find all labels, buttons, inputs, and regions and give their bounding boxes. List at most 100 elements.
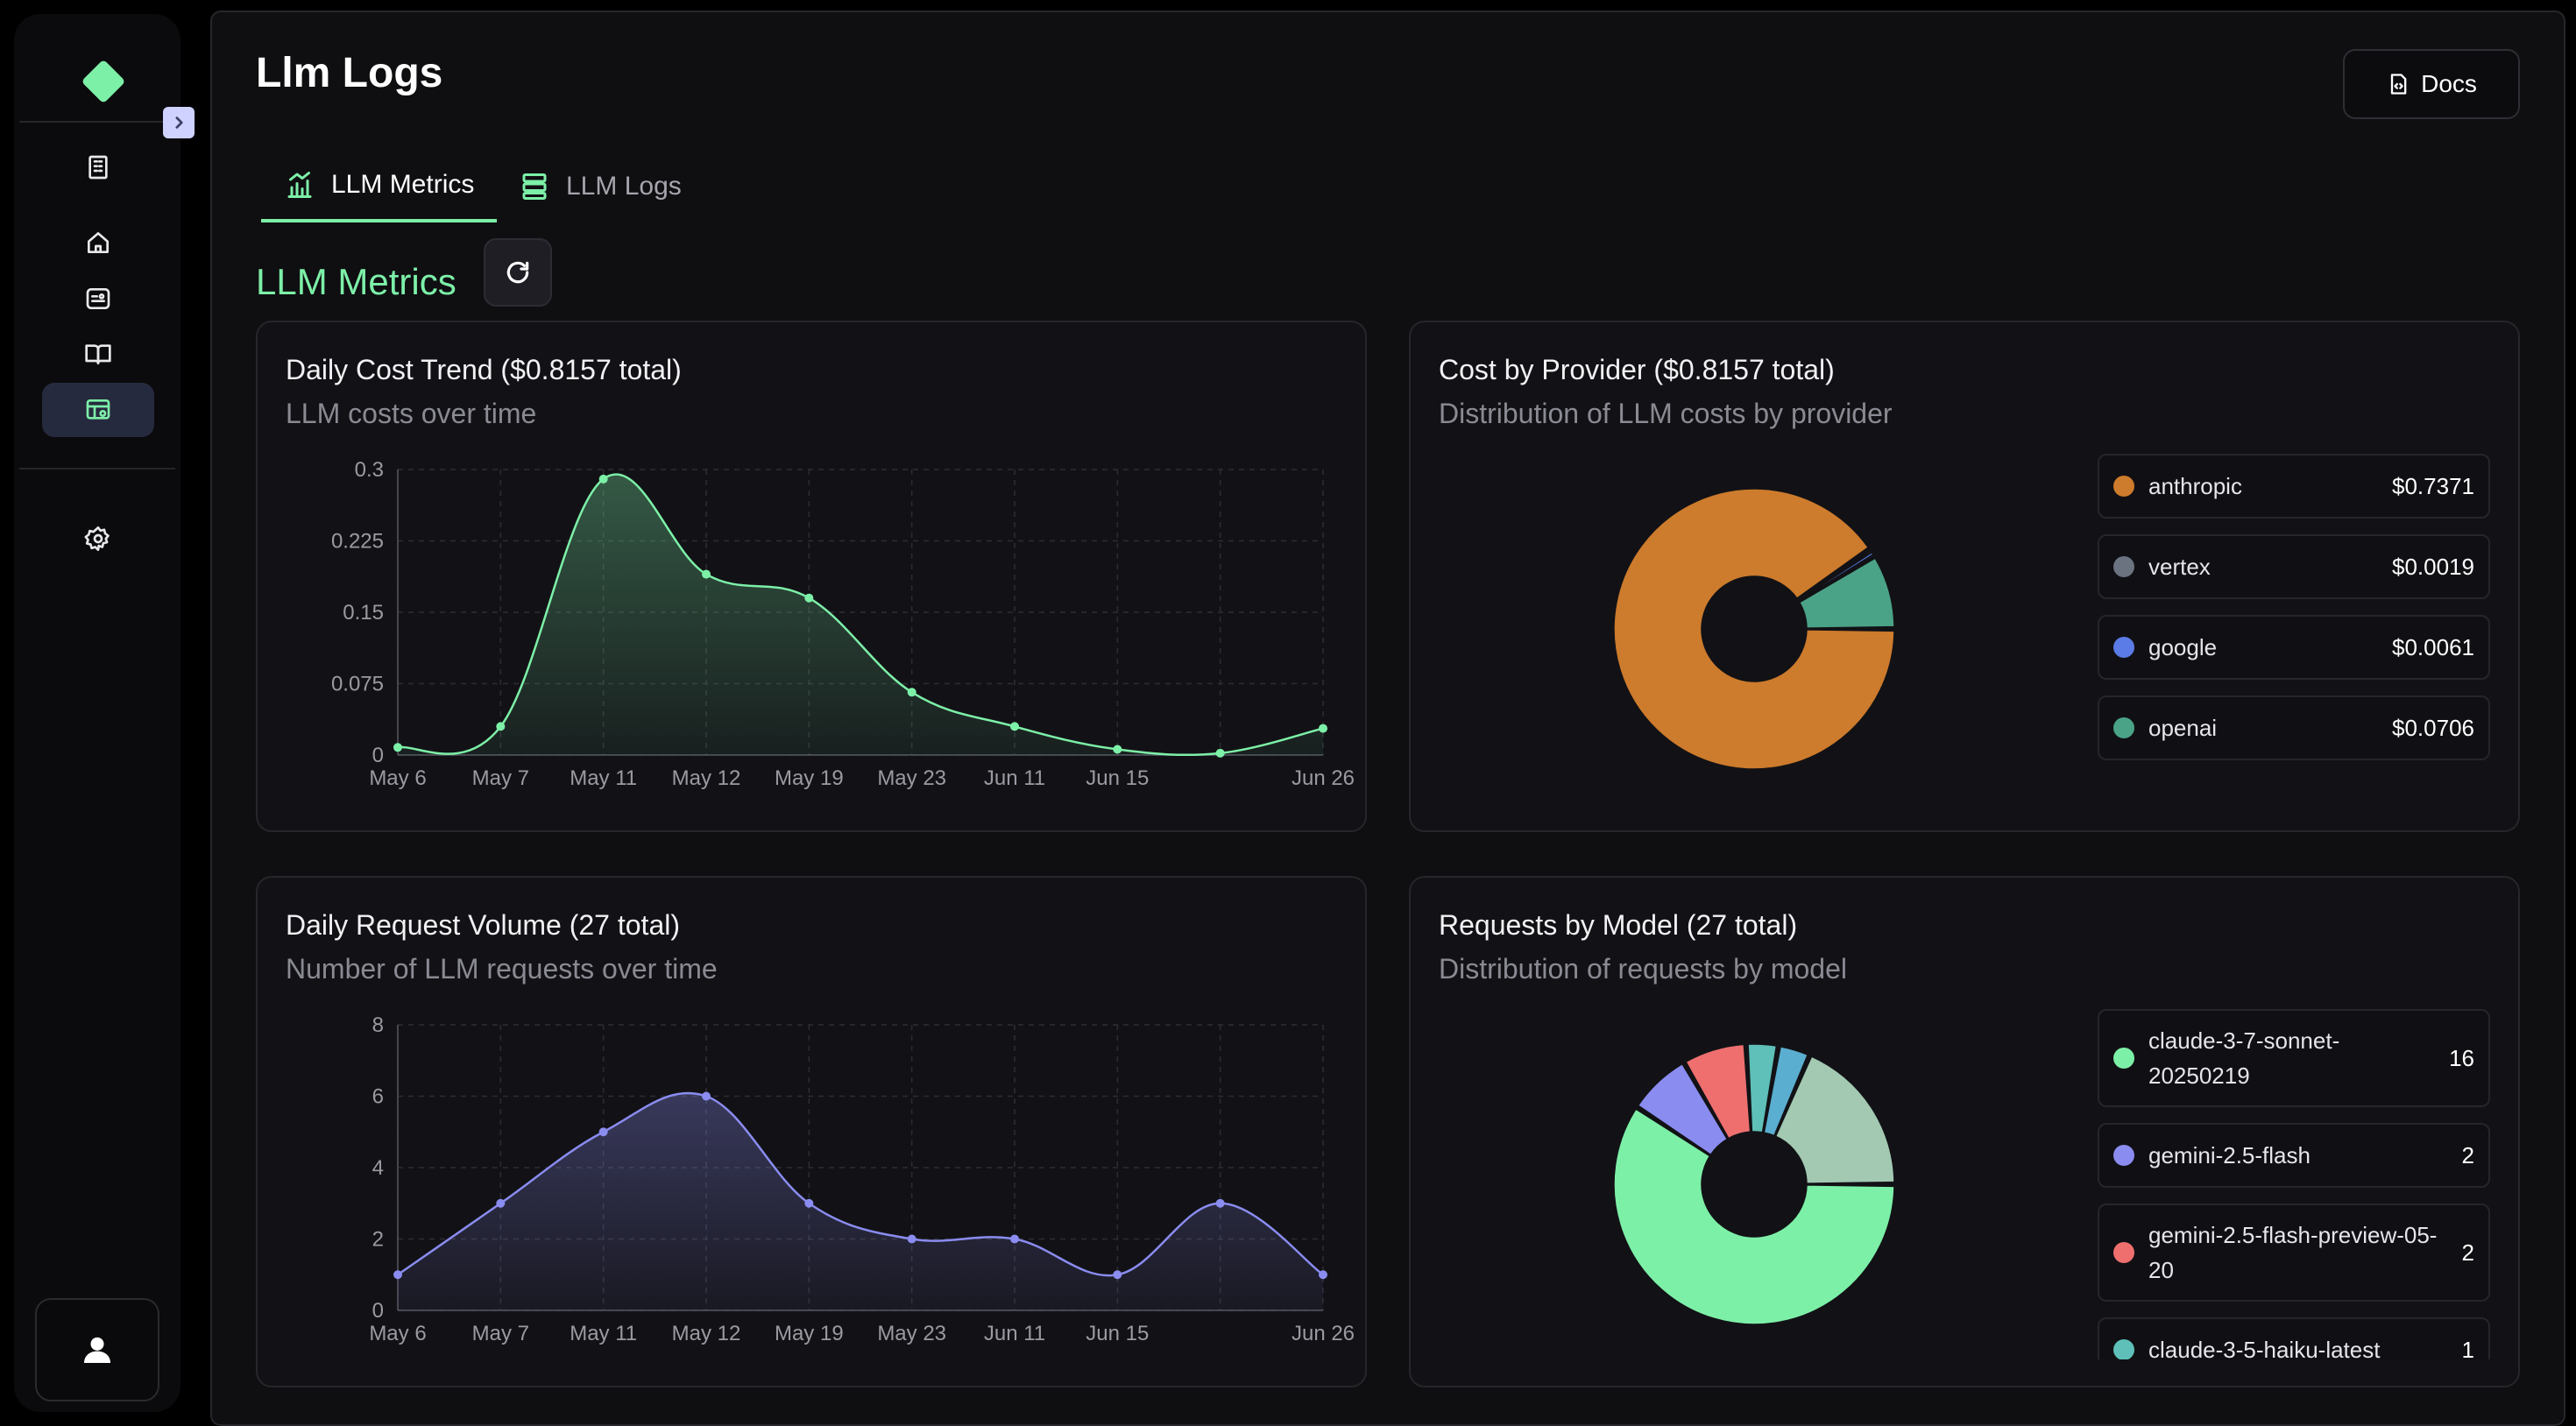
refresh-button[interactable] xyxy=(484,238,552,307)
data-point xyxy=(393,1270,402,1280)
sidebar-item-llm-logs[interactable] xyxy=(42,383,154,437)
legend-dot xyxy=(2113,637,2134,658)
legend-dot xyxy=(2113,476,2134,497)
tab-llm-logs[interactable]: LLM Logs xyxy=(496,151,704,222)
data-point xyxy=(496,722,506,731)
legend-item[interactable]: openai $0.0706 xyxy=(2098,695,2490,760)
sidebar-item-workflows[interactable] xyxy=(42,272,154,326)
daily-cost-chart: 0 0.075 0.15 0.225 0.3 May 6 May 7 May 11 May 12… xyxy=(331,458,1355,790)
cost-by-provider-card: Cost by Provider ($0.8157 total) Distrib… xyxy=(1409,321,2520,832)
data-point xyxy=(907,688,916,697)
model-legend: claude-3-7-sonnet-20250219 16 gemini-2.5… xyxy=(2098,1009,2490,1359)
sidebar-item-workspace[interactable] xyxy=(42,140,154,194)
docs-button-label: Docs xyxy=(2421,70,2477,97)
legend-name: anthropic xyxy=(2148,473,2242,499)
legend-name: gemini-2.5-flash xyxy=(2148,1142,2311,1168)
legend-item[interactable]: vertex $0.0019 xyxy=(2098,534,2490,599)
data-point xyxy=(598,1127,608,1137)
legend-value: $0.7371 xyxy=(2392,472,2474,499)
donut-slice xyxy=(1763,1046,1808,1137)
data-point xyxy=(1319,1270,1327,1280)
area-fill xyxy=(398,1092,1323,1310)
section-title: LLM Metrics xyxy=(256,261,456,302)
x-tick-label: May 23 xyxy=(877,766,946,790)
data-point xyxy=(496,1198,506,1208)
tab-llm-metrics[interactable]: LLM Metrics xyxy=(261,151,498,222)
legend-item[interactable]: gemini-2.5-flash-preview-05-20 2 xyxy=(2098,1204,2490,1302)
daily-request-card: Daily Request Volume (27 total) Number o… xyxy=(256,876,1367,1387)
y-tick-label: 0 xyxy=(372,744,384,767)
legend-dot xyxy=(2113,1339,2134,1359)
series-line xyxy=(397,473,1324,757)
data-point xyxy=(702,1091,711,1101)
card-subtitle: Number of LLM requests over time xyxy=(286,953,718,985)
logo-icon[interactable] xyxy=(81,59,126,104)
legend-item[interactable]: gemini-2.5-flash 2 xyxy=(2098,1123,2490,1188)
donut-slice xyxy=(1797,552,1874,602)
docs-button[interactable]: Docs xyxy=(2343,49,2520,119)
data-point xyxy=(1113,1270,1122,1280)
y-tick-label: 0.075 xyxy=(331,673,384,696)
donut-slice xyxy=(1774,1055,1895,1184)
workflow-icon xyxy=(86,288,110,309)
legend-value: 2 xyxy=(2461,1141,2474,1168)
legend-dot xyxy=(2113,1048,2134,1069)
donut-slice xyxy=(1613,1108,1895,1325)
building-icon xyxy=(88,155,108,180)
card-title: Daily Cost Trend ($0.8157 total) xyxy=(286,354,682,385)
user-avatar-button[interactable] xyxy=(35,1298,159,1401)
x-tick-label: Jun 11 xyxy=(984,1322,1045,1345)
requests-by-model-card: Requests by Model (27 total) Distributio… xyxy=(1409,876,2520,1387)
sidebar-item-settings[interactable] xyxy=(42,512,154,566)
legend-name: gemini-2.5-flash-preview-05-20 xyxy=(2148,1222,2438,1283)
list-icon xyxy=(522,173,547,200)
donut-slice xyxy=(1637,1062,1728,1156)
legend-item[interactable]: claude-3-7-sonnet-20250219 16 xyxy=(2098,1009,2490,1107)
sidebar-item-home[interactable] xyxy=(42,215,154,270)
requests-by-model-donut xyxy=(1613,1043,1895,1325)
chevron-right-icon xyxy=(175,116,183,129)
x-tick-label: May 11 xyxy=(570,1322,637,1345)
data-point xyxy=(907,1234,916,1244)
legend-value: 1 xyxy=(2461,1336,2474,1360)
x-tick-label: May 6 xyxy=(369,766,426,790)
x-tick-label: May 6 xyxy=(369,1322,426,1345)
file-code-icon xyxy=(2390,74,2407,95)
y-tick-label: 2 xyxy=(372,1228,384,1252)
x-tick-label: Jun 15 xyxy=(1086,1322,1149,1345)
data-point xyxy=(1319,724,1327,733)
y-tick-label: 0 xyxy=(372,1299,384,1323)
legend-dot xyxy=(2113,1145,2134,1166)
legend-item[interactable]: anthropic $0.7371 xyxy=(2098,454,2490,519)
y-tick-label: 4 xyxy=(372,1156,384,1180)
book-open-icon xyxy=(85,344,111,364)
gear-icon xyxy=(84,526,110,551)
main-panel: Llm Logs Docs LLM Metrics LLM Logs LLM M… xyxy=(210,11,2565,1426)
page-title: Llm Logs xyxy=(256,50,443,96)
x-tick-label: Jun 11 xyxy=(984,766,1045,790)
legend-name: claude-3-7-sonnet-20250219 xyxy=(2148,1027,2340,1089)
legend-value: $0.0019 xyxy=(2392,553,2474,580)
data-point xyxy=(804,1198,814,1208)
legend-dot xyxy=(2113,717,2134,738)
data-point xyxy=(1010,1234,1019,1244)
data-point xyxy=(804,593,814,603)
card-title: Daily Request Volume (27 total) xyxy=(286,909,680,941)
y-tick-label: 6 xyxy=(372,1085,384,1109)
legend-name: openai xyxy=(2148,715,2218,741)
x-tick-label: Jun 26 xyxy=(1292,1322,1355,1345)
legend-item[interactable]: google $0.0061 xyxy=(2098,615,2490,680)
x-tick-label: May 7 xyxy=(472,766,529,790)
legend-item[interactable]: claude-3-5-haiku-latest 1 xyxy=(2098,1317,2490,1359)
card-subtitle: Distribution of requests by model xyxy=(1439,953,1847,985)
user-icon xyxy=(84,1337,110,1363)
table-settings-icon xyxy=(86,399,110,420)
daily-request-chart: 0 2 4 6 8 May 6 May 7 May 11 May 12 May 19 May 23 J… xyxy=(369,1013,1355,1345)
data-point xyxy=(1215,1198,1225,1208)
sidebar-item-docs[interactable] xyxy=(42,327,154,381)
legend-name: vertex xyxy=(2148,554,2211,580)
x-tick-label: May 19 xyxy=(775,1322,844,1345)
y-tick-label: 8 xyxy=(372,1013,384,1037)
sidebar-collapse-toggle[interactable] xyxy=(163,107,195,138)
provider-legend: anthropic $0.7371 vertex $0.0019 google … xyxy=(2098,454,2490,776)
